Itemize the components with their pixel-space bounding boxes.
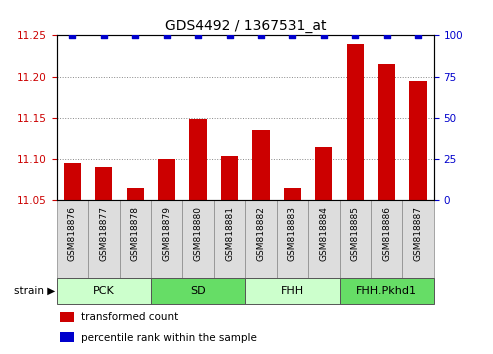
Text: PCK: PCK bbox=[93, 286, 115, 296]
Text: GSM818877: GSM818877 bbox=[99, 206, 108, 261]
Bar bbox=[95, 167, 112, 200]
Text: SD: SD bbox=[190, 286, 206, 296]
Text: GSM818884: GSM818884 bbox=[319, 206, 328, 261]
Text: GSM818876: GSM818876 bbox=[68, 206, 77, 261]
FancyBboxPatch shape bbox=[371, 200, 402, 278]
Text: GSM818885: GSM818885 bbox=[351, 206, 360, 261]
Bar bbox=[127, 188, 144, 200]
Bar bbox=[158, 159, 176, 200]
Text: GSM818879: GSM818879 bbox=[162, 206, 171, 261]
FancyBboxPatch shape bbox=[214, 200, 245, 278]
FancyBboxPatch shape bbox=[340, 278, 434, 304]
Point bbox=[288, 33, 296, 38]
Text: GSM818883: GSM818883 bbox=[288, 206, 297, 261]
Bar bbox=[315, 147, 332, 200]
FancyBboxPatch shape bbox=[402, 200, 434, 278]
Bar bbox=[378, 64, 395, 200]
FancyBboxPatch shape bbox=[119, 200, 151, 278]
Point bbox=[383, 33, 390, 38]
FancyBboxPatch shape bbox=[57, 278, 151, 304]
FancyBboxPatch shape bbox=[88, 200, 119, 278]
Bar bbox=[347, 44, 364, 200]
Bar bbox=[189, 119, 207, 200]
Text: GSM818880: GSM818880 bbox=[194, 206, 203, 261]
Point bbox=[163, 33, 171, 38]
Text: GSM818887: GSM818887 bbox=[414, 206, 423, 261]
FancyBboxPatch shape bbox=[245, 200, 277, 278]
Bar bbox=[64, 163, 81, 200]
Title: GDS4492 / 1367531_at: GDS4492 / 1367531_at bbox=[165, 19, 326, 33]
Point bbox=[320, 33, 328, 38]
FancyBboxPatch shape bbox=[277, 200, 308, 278]
FancyBboxPatch shape bbox=[182, 200, 214, 278]
Bar bbox=[252, 130, 270, 200]
FancyBboxPatch shape bbox=[340, 200, 371, 278]
Point bbox=[131, 33, 139, 38]
Point bbox=[257, 33, 265, 38]
Text: GSM818881: GSM818881 bbox=[225, 206, 234, 261]
Text: percentile rank within the sample: percentile rank within the sample bbox=[81, 332, 257, 343]
Point bbox=[414, 33, 422, 38]
FancyBboxPatch shape bbox=[57, 200, 88, 278]
FancyBboxPatch shape bbox=[151, 278, 245, 304]
Point bbox=[194, 33, 202, 38]
Text: strain ▶: strain ▶ bbox=[14, 286, 55, 296]
FancyBboxPatch shape bbox=[308, 200, 340, 278]
Text: GSM818882: GSM818882 bbox=[256, 206, 266, 261]
FancyBboxPatch shape bbox=[151, 200, 182, 278]
Bar bbox=[61, 332, 73, 342]
Bar bbox=[61, 312, 73, 322]
Point bbox=[100, 33, 108, 38]
Text: GSM818878: GSM818878 bbox=[131, 206, 140, 261]
Bar bbox=[221, 156, 238, 200]
Point bbox=[69, 33, 76, 38]
Bar bbox=[284, 188, 301, 200]
Point bbox=[352, 33, 359, 38]
FancyBboxPatch shape bbox=[245, 278, 340, 304]
Bar bbox=[410, 81, 427, 200]
Text: GSM818886: GSM818886 bbox=[382, 206, 391, 261]
Text: transformed count: transformed count bbox=[81, 312, 178, 322]
Text: FHH: FHH bbox=[281, 286, 304, 296]
Point bbox=[226, 33, 234, 38]
Text: FHH.Pkhd1: FHH.Pkhd1 bbox=[356, 286, 417, 296]
